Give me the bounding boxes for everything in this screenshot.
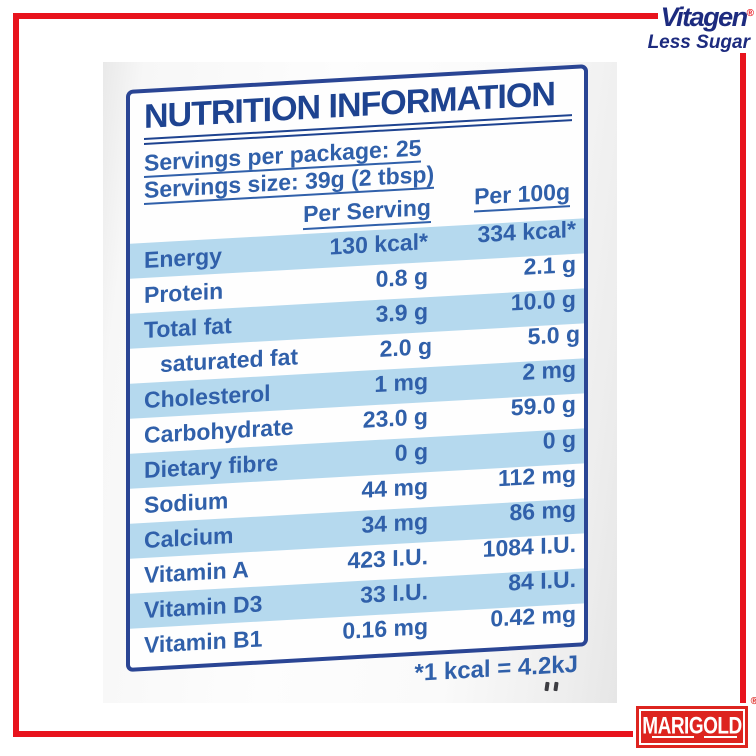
per-100g-value: 2.1 g (523, 250, 576, 280)
frame-bottom-border (13, 731, 633, 737)
nutrient-name: Energy (144, 242, 222, 274)
column-header-per-100g: Per 100g (474, 178, 570, 213)
per-serving-value: 423 I.U. (347, 543, 428, 574)
per-serving-value: 2.0 g (379, 332, 433, 362)
frame-right-border (740, 53, 746, 703)
per-100g-value: 5.0 g (527, 320, 581, 350)
per-serving-value: 0.8 g (375, 263, 428, 293)
nutrient-name: Protein (144, 277, 224, 309)
per-100g-value: 334 kcal* (477, 215, 576, 248)
vitagen-wordmark: Vitagen® (648, 4, 754, 31)
per-100g-value: 59.0 g (510, 390, 576, 421)
registered-mark: ® (746, 8, 754, 19)
per-100g-value: 0 g (542, 425, 576, 454)
marigold-logo-inner: MARIGOLD (639, 709, 745, 745)
per-100g-value: 0.42 mg (490, 600, 576, 632)
nutrient-name: Calcium (144, 522, 234, 554)
per-serving-value: 34 mg (361, 508, 428, 538)
marigold-wordmark: MARIGOLD (642, 713, 742, 740)
nutrient-name: saturated fat (160, 343, 299, 378)
nutrient-name: Vitamin A (144, 556, 249, 589)
per-100g-value: 2 mg (522, 355, 576, 385)
per-100g-value: 84 I.U. (508, 565, 576, 596)
nutrition-table: Energy 130 kcal* 334 kcal* Protein 0.8 g… (130, 215, 584, 663)
nutrient-name: Total fat (144, 312, 232, 344)
frame-top-border (13, 13, 658, 19)
per-serving-value: 0 g (394, 438, 428, 467)
nutrient-name: Cholesterol (144, 379, 271, 414)
per-serving-value: 33 I.U. (360, 578, 428, 608)
marigold-logo: MARIGOLD ® (636, 696, 756, 748)
per-serving-value: 130 kcal* (329, 228, 428, 260)
per-100g-value: 112 mg (498, 460, 576, 492)
nutrient-name: Carbohydrate (144, 413, 294, 449)
nutrient-name: Dietary fibre (144, 449, 279, 484)
nutrient-name: Vitamin B1 (144, 625, 263, 659)
per-100g-value: 10.0 g (510, 285, 576, 316)
frame-left-border (13, 13, 19, 737)
brand-name: Vitagen (660, 2, 749, 32)
per-100g-value: 86 mg (509, 495, 576, 526)
nutrient-name: Sodium (144, 487, 229, 519)
nutrition-label: NUTRITION INFORMATION Servings per packa… (126, 64, 588, 704)
per-serving-value: 44 mg (361, 473, 428, 503)
per-serving-value: 0.16 mg (342, 613, 428, 644)
nutrient-name: Vitamin D3 (144, 590, 263, 624)
per-serving-value: 23.0 g (362, 403, 428, 433)
marigold-underline-left (652, 736, 694, 738)
per-serving-value: 3.9 g (375, 298, 428, 328)
bottle-photo: NUTRITION INFORMATION Servings per packa… (103, 62, 617, 703)
per-100g-value: 1084 I.U. (482, 530, 576, 563)
bottle-print-fragment (544, 681, 565, 692)
column-header-per-serving: Per Serving (303, 194, 431, 231)
nutrition-label-panel: NUTRITION INFORMATION Servings per packa… (126, 64, 588, 673)
brand-tagline: Less Sugar (647, 32, 750, 53)
marigold-registered-mark: ® (750, 696, 756, 707)
marigold-underline-right (704, 736, 737, 738)
per-serving-value: 1 mg (374, 368, 428, 398)
vitagen-logo: Vitagen® Less Sugar (647, 4, 754, 53)
